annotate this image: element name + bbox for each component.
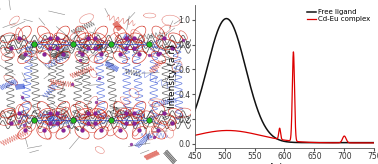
Cd-Eu complex [192,134,197,136]
Cd-Eu complex [372,142,376,144]
Cd-Eu complex [349,142,354,144]
Cd-Eu complex [269,137,274,139]
Free ligand [261,123,266,125]
Line: Free ligand: Free ligand [195,19,374,143]
Line: Cd-Eu complex: Cd-Eu complex [195,52,374,143]
Free ligand [224,18,229,20]
Y-axis label: Intensity (a.r.): Intensity (a.r.) [168,44,177,108]
Free ligand [372,142,376,144]
Cd-Eu complex [291,51,296,53]
Legend: Free ligand, Cd-Eu complex: Free ligand, Cd-Eu complex [307,8,371,23]
Free ligand [369,142,373,144]
Free ligand [349,142,354,144]
Free ligand [269,134,274,136]
X-axis label: λ / nm: λ / nm [270,162,299,164]
Free ligand [223,18,228,20]
Cd-Eu complex [261,135,266,137]
Cd-Eu complex [213,130,217,132]
Free ligand [213,37,217,39]
Free ligand [192,110,197,112]
Cd-Eu complex [223,130,228,132]
Cd-Eu complex [369,142,373,144]
